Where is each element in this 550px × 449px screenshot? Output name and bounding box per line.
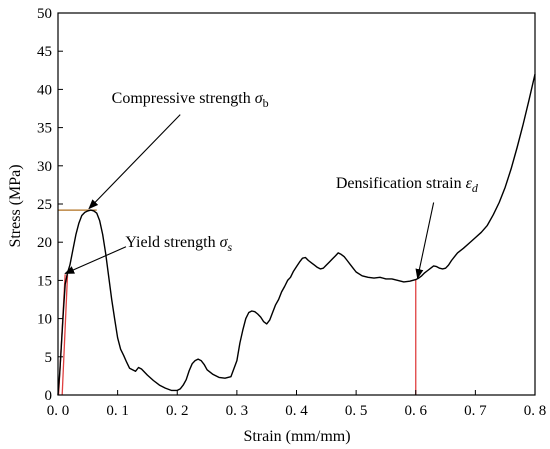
x-tick-label: 0. 7 <box>464 403 487 419</box>
y-tick-label: 20 <box>37 235 52 251</box>
y-tick-label: 5 <box>45 350 53 366</box>
y-axis-title: Stress (MPa) <box>7 164 24 247</box>
y-tick-label: 30 <box>37 159 52 175</box>
x-axis-ticks: 0. 0 0. 1 0. 2 0. 3 0. 4 0. 5 0. 6 0. 7 0. 8 <box>47 390 547 419</box>
compressive-annotation: Compressive strength σb <box>112 90 269 110</box>
yield-arrow <box>64 246 127 275</box>
densification-annotation: Densification strain εd <box>336 175 479 195</box>
x-tick-label: 0. 0 <box>47 403 70 419</box>
y-axis-ticks: 0 5 10 15 20 25 30 35 40 45 50 <box>37 6 63 404</box>
y-tick-label: 40 <box>37 82 52 98</box>
plot-frame <box>57 12 536 396</box>
x-tick-label: 0. 2 <box>166 403 189 419</box>
x-axis-title: Strain (mm/mm) <box>243 428 350 445</box>
y-tick-label: 15 <box>37 273 52 289</box>
series-line-0 <box>57 73 536 396</box>
annotations: Compressive strength σb Yield strength σs… <box>64 90 479 280</box>
compressive-arrow <box>88 114 181 210</box>
y-tick-label: 10 <box>37 312 52 328</box>
yield-annotation: Yield strength σs <box>125 234 232 254</box>
x-tick-label: 0. 6 <box>405 403 428 419</box>
densification-arrow <box>415 202 435 280</box>
y-tick-label: 50 <box>37 6 52 22</box>
y-tick-label: 45 <box>37 44 52 60</box>
series-layer <box>57 73 536 396</box>
x-tick-label: 0. 1 <box>106 403 129 419</box>
y-tick-label: 0 <box>45 388 53 404</box>
yield-line-2 <box>61 274 69 396</box>
x-tick-label: 0. 5 <box>345 403 368 419</box>
x-tick-label: 0. 4 <box>285 403 308 419</box>
x-tick-label: 0. 8 <box>524 403 547 419</box>
y-tick-label: 35 <box>37 121 52 137</box>
x-tick-label: 0. 3 <box>226 403 249 419</box>
y-tick-label: 25 <box>37 197 52 213</box>
